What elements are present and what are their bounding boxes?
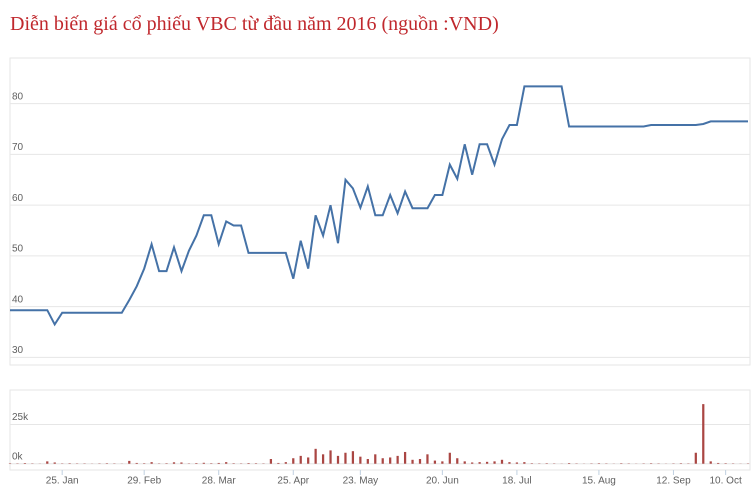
volume-bar [195,463,198,464]
volume-bar [433,460,437,464]
volume-bar [709,461,712,464]
x-tick-label: 25. Jan [46,476,79,487]
x-tick-label: 25. Apr [277,476,309,487]
volume-bar [448,452,451,464]
volume-bar [180,462,183,464]
volume-bar [225,462,228,464]
chart-title: Diễn biến giá cổ phiếu VBC từ đầu năm 20… [10,13,499,35]
volume-bar [463,461,466,464]
volume-bar [396,455,399,464]
y-tick-label: 25k [12,412,29,423]
volume-bar [485,461,489,464]
x-tick-label: 23. May [343,476,379,487]
x-tick-label: 12. Sep [656,476,691,487]
price-line [10,85,748,327]
volume-bar [321,454,325,464]
volume-bar [515,462,519,464]
volume-bar [344,452,347,464]
volume-bar [299,455,302,464]
volume-bar [269,459,273,464]
volume-bar [172,462,176,464]
x-tick-label: 20. Jun [426,476,459,487]
y-tick-label: 80 [12,91,24,102]
volume-bar [500,459,504,464]
x-tick-label: 29. Feb [127,476,161,487]
volume-bar [418,459,422,464]
volume-bar [456,458,459,464]
x-tick-label: 18. Jul [502,476,531,487]
volume-bar [381,458,384,464]
volume-bar [426,454,429,464]
volume-bar [23,463,27,464]
volume-bar [478,462,481,464]
volume-bar [135,462,138,464]
y-tick-label: 50 [12,244,24,255]
volume-bar [403,451,407,464]
volume-bar [217,462,220,464]
volume-bar [359,456,362,464]
x-tick-label: 28. Mar [202,476,237,487]
volume-bar [247,463,250,464]
volume-bar [336,455,340,464]
volume-panel [9,389,751,471]
volume-bar [411,459,414,464]
volume-bar [150,462,153,464]
volume-bar [567,463,571,464]
price-panel [9,57,751,366]
volume-bar [53,462,56,464]
volume-bar [284,462,287,464]
volume-bar [389,457,392,464]
volume-bar [329,450,332,464]
y-tick-label: 60 [12,193,24,204]
volume-bar [314,448,317,464]
volume-bar [717,462,720,464]
volume-bar [508,462,511,464]
volume-bar [702,404,705,464]
volume-bar [493,461,496,464]
volume-bar [202,462,205,464]
y-tick-label: 0k [12,451,24,462]
volume-bar [441,461,444,464]
volume-bar [46,461,49,464]
volume-bar [366,459,369,464]
volume-bar [307,457,310,464]
y-tick-label: 70 [12,142,24,153]
x-tick-label: 15. Aug [582,476,616,487]
volume-bar [277,462,280,464]
volume-bar [694,452,697,464]
x-tick-label: 10. Oct [710,476,742,487]
volume-bar [374,454,377,464]
volume-bar [292,458,295,464]
volume-bar [351,451,355,464]
volume-bar [128,460,131,464]
volume-bar [471,462,474,464]
volume-bar [523,462,526,464]
y-tick-label: 30 [12,345,24,356]
y-tick-label: 40 [12,294,24,305]
